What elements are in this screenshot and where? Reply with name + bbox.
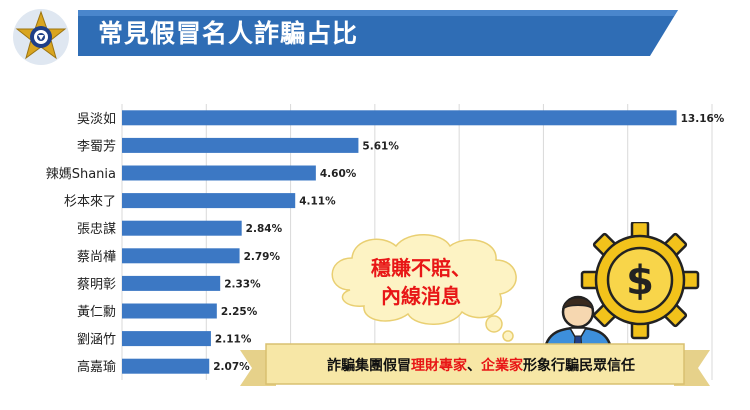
bar-2 (122, 165, 316, 181)
value-label: 2.33% (224, 278, 261, 290)
svg-text:$: $ (626, 258, 654, 304)
footer-text-b: 理財專家 (411, 358, 467, 374)
value-label: 2.84% (246, 223, 283, 235)
value-label: 5.61% (362, 140, 399, 152)
bar-9 (122, 358, 210, 374)
value-label: 4.11% (299, 196, 336, 208)
footer-statement: 詐騙集團假冒理財專家、企業家形象行騙民眾信任 (290, 354, 672, 378)
callout-line-2: 內線消息 (381, 284, 461, 308)
category-label: 張忠謀 (77, 221, 116, 237)
footer-text-c: 、 (467, 358, 481, 374)
bar-6 (122, 275, 221, 291)
gear-icon (580, 222, 700, 340)
value-label: 2.25% (221, 306, 258, 318)
footer-text-a: 詐騙集團假冒 (327, 358, 411, 374)
bar-1 (122, 137, 359, 153)
bar-0 (122, 110, 677, 126)
category-label: 李蜀芳 (77, 139, 116, 154)
bar-5 (122, 248, 240, 264)
value-label: 2.11% (215, 334, 252, 346)
footer-text-e: 形象行騙民眾信任 (523, 358, 635, 374)
category-label: 吳淡如 (77, 111, 116, 127)
category-label: 黃仁勳 (77, 305, 116, 320)
page-title: 常見假冒名人詐騙占比 (98, 19, 359, 48)
dollar-icon: $ (626, 258, 654, 304)
callout-line-1: 穩賺不賠、 (371, 256, 471, 280)
category-label: 蔡明彰 (77, 276, 116, 292)
bar-7 (122, 303, 217, 319)
value-label: 13.16% (681, 113, 725, 125)
callout-text: 穩賺不賠、 內線消息 (336, 254, 506, 310)
businessman-gear-illustration: $ (542, 222, 700, 358)
bottom-ribbon (240, 343, 710, 386)
category-label: 杉本來了 (64, 195, 116, 210)
emblem-star-icon (15, 10, 67, 60)
footer-text-d: 企業家 (481, 358, 523, 374)
category-label: 辣媽Shania (46, 167, 116, 182)
bar-8 (122, 331, 211, 347)
title-banner (78, 10, 678, 56)
value-label: 2.79% (244, 251, 281, 263)
bar-3 (122, 193, 296, 209)
category-label: 劉涵竹 (77, 333, 116, 348)
thought-cloud (331, 234, 517, 342)
category-label: 蔡尚樺 (77, 250, 116, 265)
police-emblem-logo (13, 9, 69, 65)
value-label: 2.07% (213, 361, 250, 373)
bar-4 (122, 220, 242, 236)
category-label: 高嘉瑜 (77, 359, 116, 375)
value-label: 4.60% (320, 168, 357, 180)
